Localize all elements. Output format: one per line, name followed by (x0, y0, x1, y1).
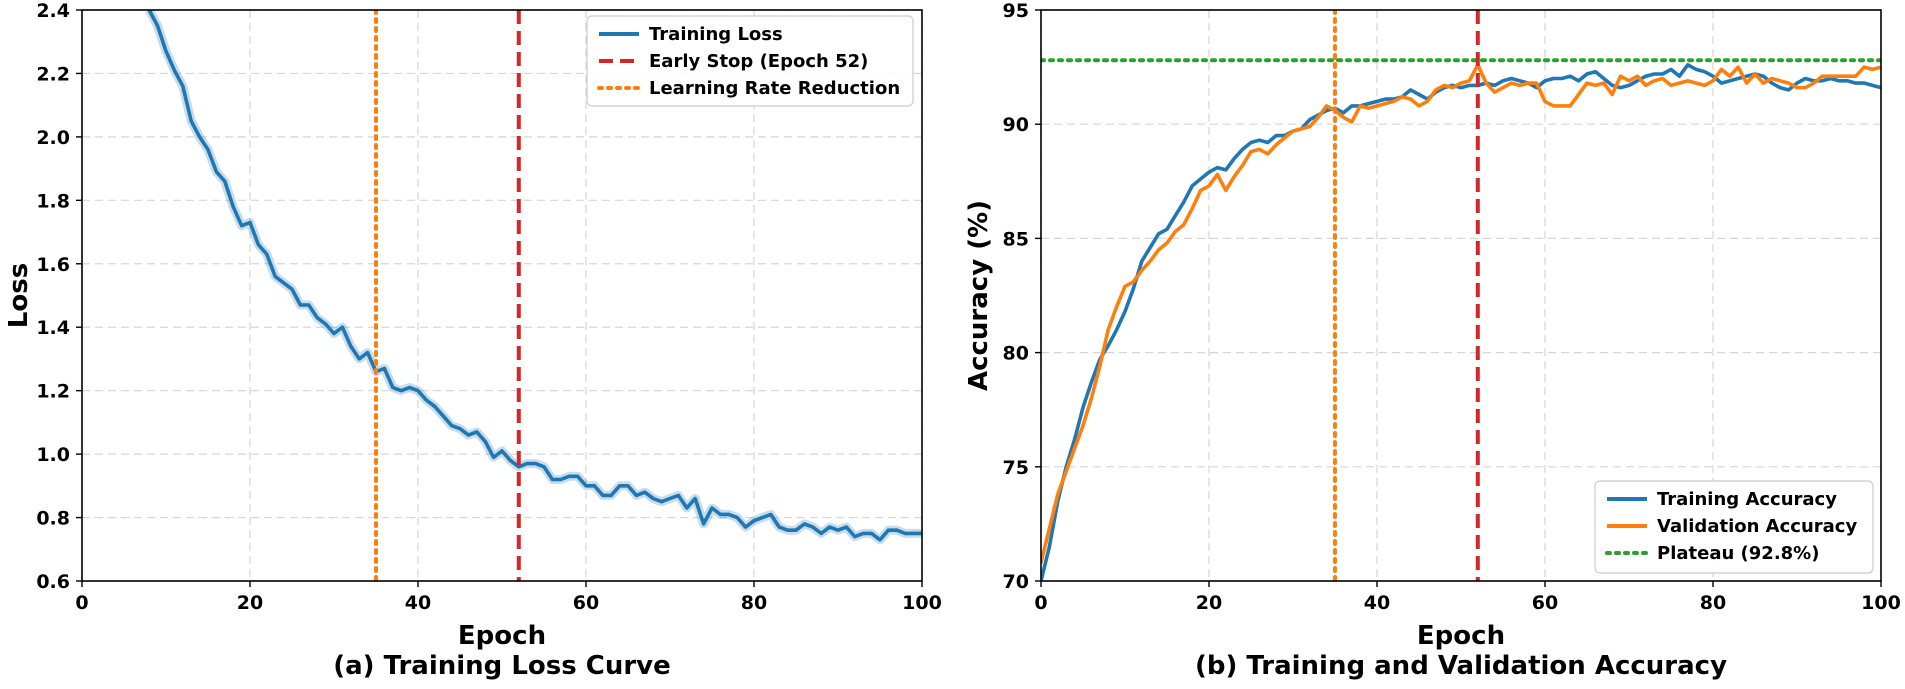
y-tick-label: 80 (1003, 343, 1029, 365)
accuracy-chart: 0 20 40 60 80 100 70 75 80 85 90 95 Epoch Accuracy (%… (964, 0, 1901, 681)
plot-area (1041, 10, 1881, 581)
y-tick-label: 1.2 (36, 381, 70, 403)
plot-area (145, 10, 922, 581)
y-tick-label: 0.8 (36, 508, 70, 530)
legend-label: Plateau (92.8%) (1657, 543, 1819, 564)
chart-title: (b) Training and Validation Accuracy (1195, 651, 1727, 681)
x-tick-label: 100 (902, 592, 942, 614)
y-tick-label: 95 (1003, 0, 1029, 22)
legend-box (1594, 480, 1874, 574)
x-tick-label: 0 (1034, 592, 1047, 614)
y-tick-label: 2.2 (36, 63, 70, 85)
x-tick-label: 20 (1196, 592, 1222, 614)
legend-label: Training Accuracy (1657, 489, 1837, 510)
y-tick-label: 2.4 (36, 0, 70, 22)
series-line-validation-accuracy (1041, 63, 1881, 565)
y-tick-label: 75 (1003, 457, 1029, 479)
legend-label: Learning Rate Reduction (649, 78, 900, 99)
x-axis-label: Epoch (458, 621, 546, 651)
x-tick-label: 40 (1364, 592, 1390, 614)
y-tick-label: 0.6 (36, 571, 70, 593)
y-tick-label: 1.0 (36, 444, 70, 466)
loss-chart: 0 20 40 60 80 100 0.6 0.8 1.0 1.2 1.4 1.6 1.8 2.0 2.2 2… (4, 0, 942, 681)
y-tick-label: 90 (1003, 114, 1029, 136)
plot-frame (81, 9, 923, 582)
x-tick-label: 20 (237, 592, 263, 614)
x-tick-label: 60 (573, 592, 599, 614)
legend-label: Training Loss (649, 24, 783, 45)
y-tick-label: 1.8 (36, 190, 70, 212)
series-line-training-loss (147, 10, 922, 542)
legend: Training Loss Early Stop (Epoch 52) Learni… (586, 15, 914, 107)
legend-label: Validation Accuracy (1657, 516, 1857, 537)
x-tick-label: 100 (1861, 592, 1901, 614)
y-tick-label: 1.6 (36, 254, 70, 276)
x-tick-label: 80 (1700, 592, 1726, 614)
x-tick-label: 60 (1532, 592, 1558, 614)
legend-box (586, 15, 914, 107)
chart-title: (a) Training Loss Curve (333, 651, 671, 681)
y-axis-label: Loss (4, 263, 34, 328)
legend: Training Accuracy Validation Accuracy Plat… (1594, 480, 1874, 574)
y-tick-label: 70 (1003, 571, 1029, 593)
legend-label: Early Stop (Epoch 52) (649, 51, 868, 72)
y-axis-label: Accuracy (%) (964, 200, 994, 391)
y-tick-label: 85 (1003, 228, 1029, 250)
series-line-training-accuracy (1041, 63, 1881, 581)
x-axis-label: Epoch (1417, 621, 1505, 651)
x-tick-label: 80 (741, 592, 767, 614)
y-tick-label: 1.4 (36, 317, 70, 339)
plot-frame (1040, 9, 1882, 582)
x-tick-label: 0 (75, 592, 88, 614)
x-tick-label: 40 (405, 592, 431, 614)
y-tick-label: 2.0 (36, 127, 70, 149)
